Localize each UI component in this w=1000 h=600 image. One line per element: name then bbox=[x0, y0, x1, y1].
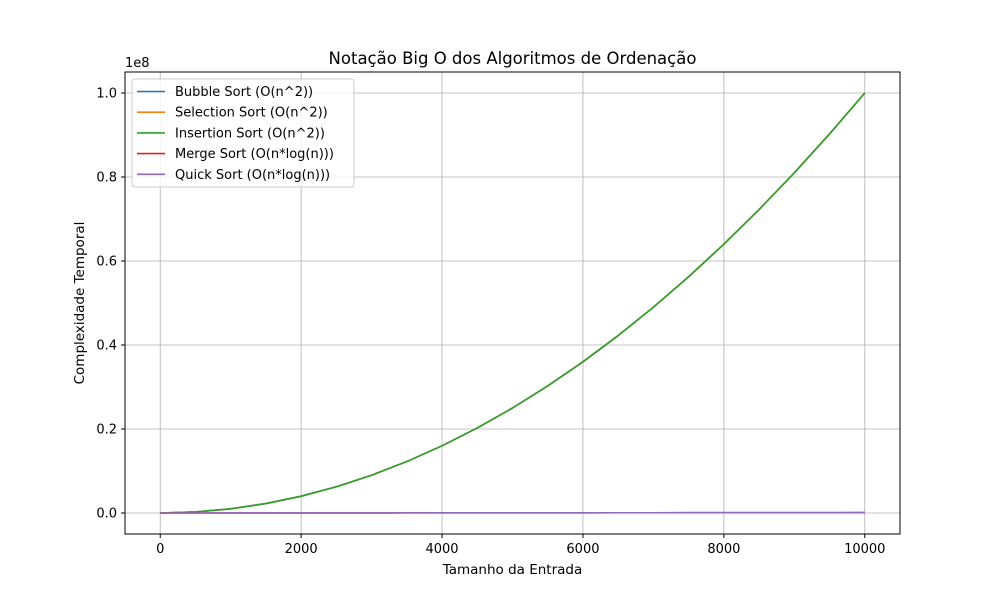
legend-label-2: Insertion Sort (O(n^2)) bbox=[175, 126, 325, 141]
legend-label-1: Selection Sort (O(n^2)) bbox=[175, 106, 328, 121]
y-tick-label-4: 0.8 bbox=[96, 171, 117, 186]
legend-label-4: Quick Sort (O(n*log(n))) bbox=[175, 168, 330, 183]
x-axis-ticks: 0 2000 4000 6000 8000 10000 bbox=[156, 534, 885, 557]
series-line-2 bbox=[160, 92, 866, 514]
x-tick-label-3: 6000 bbox=[566, 542, 599, 557]
y-axis-ticks: 0.0 0.2 0.4 0.6 0.8 1.0 bbox=[96, 87, 125, 522]
legend-box bbox=[131, 78, 355, 188]
y-tick-label-1: 0.2 bbox=[96, 423, 117, 438]
y-axis-label: Complexidade Temporal bbox=[72, 222, 88, 385]
x-tick-label-5: 10000 bbox=[844, 542, 885, 557]
legend-label-0: Bubble Sort (O(n^2)) bbox=[175, 85, 313, 100]
y-offset-label: 1e8 bbox=[125, 56, 150, 71]
x-tick-label-4: 8000 bbox=[707, 542, 740, 557]
x-axis-label: Tamanho da Entrada bbox=[442, 562, 583, 578]
legend: Bubble Sort (O(n^2)) Selection Sort (O(n^… bbox=[131, 78, 355, 188]
chart-title: Notação Big O dos Algoritmos de Ordenaçã… bbox=[329, 49, 697, 68]
x-tick-label-0: 0 bbox=[156, 542, 164, 557]
y-tick-label-0: 0.0 bbox=[96, 507, 117, 522]
y-tick-label-5: 1.0 bbox=[96, 87, 117, 102]
y-tick-label-2: 0.4 bbox=[96, 339, 117, 354]
y-tick-label-3: 0.6 bbox=[96, 255, 117, 270]
series-lines bbox=[160, 92, 866, 514]
x-tick-label-2: 4000 bbox=[425, 542, 458, 557]
plot-frame bbox=[124, 71, 901, 535]
x-tick-label-1: 2000 bbox=[285, 542, 318, 557]
legend-label-3: Merge Sort (O(n*log(n))) bbox=[175, 147, 334, 162]
